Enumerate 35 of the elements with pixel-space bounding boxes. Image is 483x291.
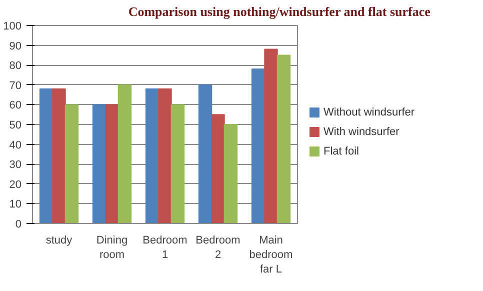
- y-tick-label: 40: [9, 139, 22, 152]
- x-tick-label: Main bedroom far L: [249, 234, 293, 276]
- x-tick-label: Bedroom 2: [196, 234, 240, 261]
- x-tick-label: Bedroom 1: [142, 234, 188, 261]
- bar: [39, 88, 54, 224]
- y-tick-label: 80: [9, 60, 22, 72]
- y-tick-label: 20: [9, 178, 22, 191]
- y-tick-label: 10: [9, 198, 22, 211]
- bar: [170, 104, 185, 224]
- legend-label: Flat foil: [324, 145, 359, 158]
- y-tick-label: 90: [9, 40, 22, 52]
- chart-title: Comparison using nothing/windsurfer and flat surface: [128, 4, 431, 19]
- bar: [64, 104, 79, 224]
- bar: [145, 88, 160, 224]
- bar: [276, 54, 291, 224]
- legend-label: Without windsurfer: [324, 106, 415, 119]
- y-tick-label: 30: [9, 159, 22, 172]
- bar: [118, 84, 132, 224]
- x-tick-label: Dining room: [96, 234, 128, 261]
- y-tick-label: 100: [3, 20, 22, 32]
- bar: [198, 84, 212, 224]
- legend-label: With windsurfer: [324, 126, 400, 138]
- y-tick-label: 0: [15, 218, 22, 230]
- x-tick-label: study: [46, 234, 73, 246]
- bar: [224, 124, 238, 224]
- bar: [105, 104, 119, 224]
- y-tick-label: 50: [9, 120, 22, 132]
- y-tick-label: 60: [9, 100, 22, 112]
- bar: [264, 48, 278, 224]
- bar: [52, 88, 66, 224]
- bar: [211, 114, 225, 224]
- bar: [92, 104, 106, 224]
- bar: [251, 68, 266, 224]
- bar: [158, 88, 172, 224]
- y-tick-label: 70: [9, 80, 22, 92]
